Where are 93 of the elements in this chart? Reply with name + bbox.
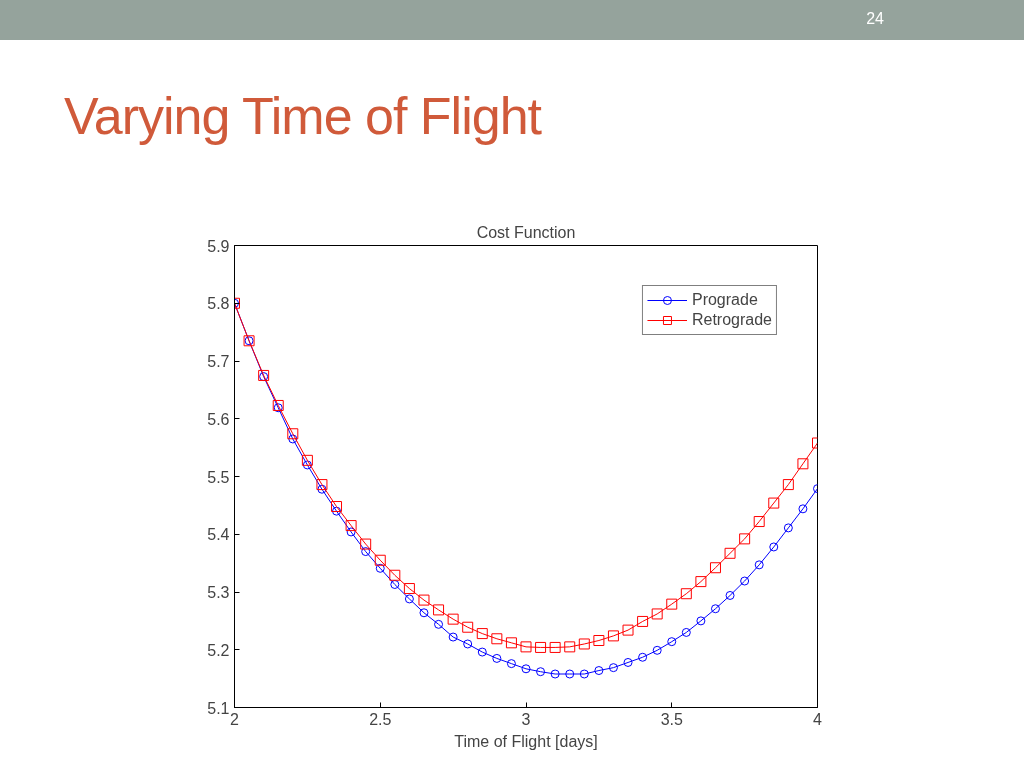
point (462, 621, 474, 633)
point (273, 403, 283, 413)
point (434, 619, 444, 629)
point (492, 653, 502, 663)
point (798, 504, 808, 514)
x-axis-title: Time of Flight [days] (454, 732, 598, 750)
y-tick-label: 5.2 (207, 641, 230, 659)
point (389, 569, 401, 581)
point (594, 666, 604, 676)
point (666, 598, 678, 610)
point (783, 523, 793, 533)
point (680, 588, 692, 600)
point (505, 637, 517, 649)
point (346, 527, 356, 537)
point (448, 632, 458, 642)
point (536, 667, 546, 677)
point (374, 554, 386, 566)
point (550, 669, 560, 679)
point (753, 516, 765, 528)
point (782, 479, 794, 491)
legend-label: Retrograde (691, 311, 772, 329)
point (739, 533, 751, 545)
point (447, 613, 459, 625)
y-tick-label: 5.4 (207, 526, 230, 544)
point (521, 664, 531, 674)
point (520, 641, 532, 653)
point (637, 615, 649, 627)
y-tick-label: 5.6 (207, 410, 230, 428)
y-tick-label: 5.8 (207, 295, 230, 313)
point (272, 399, 284, 411)
point (578, 638, 590, 650)
point (565, 669, 575, 679)
point (593, 635, 605, 647)
point (564, 641, 576, 653)
point (652, 645, 662, 655)
y-tick-label: 5.5 (207, 468, 230, 486)
point (463, 639, 473, 649)
point (638, 652, 648, 662)
point (317, 484, 327, 494)
point (709, 562, 721, 574)
point (535, 641, 547, 653)
point (710, 604, 720, 614)
point (506, 659, 516, 669)
point (345, 520, 357, 532)
chart-title: Varying Time of Flight (64, 86, 543, 146)
point (725, 590, 735, 600)
y-tick-label: 5.9 (207, 237, 230, 255)
point (579, 669, 589, 679)
x-tick-label: 2 (230, 710, 240, 728)
x-tick-label: 3 (521, 710, 531, 728)
point (404, 594, 414, 604)
x-tick-label: 4 (813, 710, 823, 728)
point (740, 576, 750, 586)
point (287, 428, 299, 440)
point (418, 594, 430, 606)
point (390, 580, 400, 589)
point (302, 460, 312, 470)
point (667, 637, 677, 647)
point (607, 630, 619, 642)
point (403, 583, 415, 595)
point (288, 434, 298, 444)
point (491, 633, 503, 645)
point (608, 663, 618, 673)
point (433, 604, 445, 616)
point (316, 479, 328, 491)
chart-subtitle: Cost Function (476, 223, 576, 241)
point (623, 657, 633, 667)
legend-label: Prograde (691, 291, 758, 309)
x-tick-label: 2.5 (369, 710, 392, 728)
point (419, 608, 429, 618)
point (375, 563, 385, 573)
point (622, 624, 634, 636)
point (695, 576, 707, 588)
point (477, 647, 487, 657)
point (651, 608, 663, 620)
y-tick-label: 5.7 (207, 353, 230, 370)
point (754, 560, 764, 570)
point (332, 506, 342, 516)
x-tick-label: 3.5 (660, 710, 683, 728)
point (681, 627, 691, 637)
point (361, 547, 371, 557)
y-tick-label: 5.1 (207, 699, 230, 717)
point (797, 458, 809, 470)
y-tick-label: 5.3 (207, 584, 230, 601)
point (549, 641, 561, 653)
text: 24 (866, 10, 884, 28)
point (360, 538, 372, 550)
point (696, 616, 706, 626)
point (476, 628, 488, 640)
point (301, 454, 313, 466)
point (768, 497, 780, 509)
point (724, 547, 736, 559)
point (769, 542, 779, 552)
